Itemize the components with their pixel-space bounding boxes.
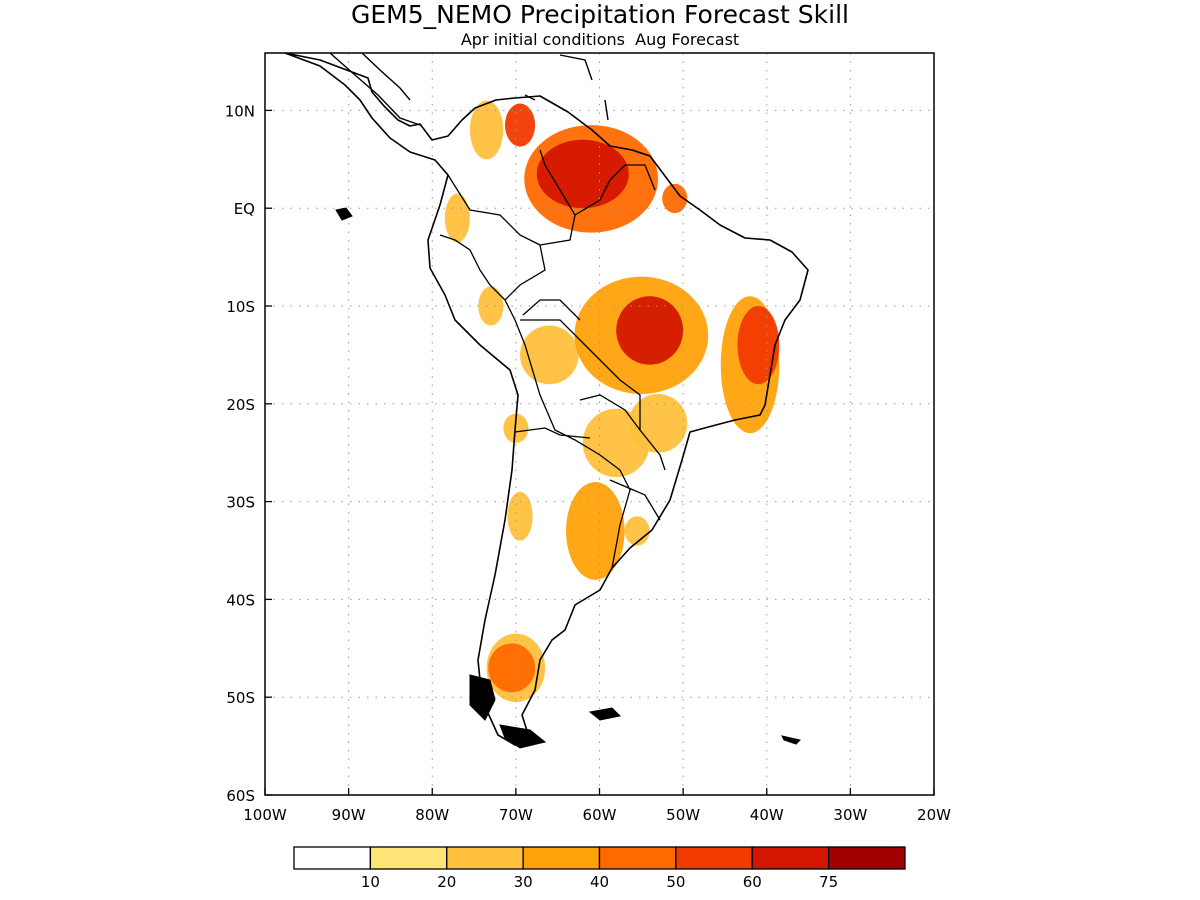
colorbar-label: 75 bbox=[819, 873, 838, 891]
colorbar-label: 20 bbox=[437, 873, 456, 891]
y-tick-label: EQ bbox=[234, 200, 255, 218]
country-borders bbox=[439, 149, 666, 569]
colorbar-swatch bbox=[598, 846, 677, 870]
y-tick-label: 10N bbox=[225, 102, 255, 120]
colorbar-swatch bbox=[446, 846, 524, 870]
colorbar-label: 30 bbox=[514, 873, 533, 891]
colorbar-swatch bbox=[751, 846, 830, 870]
y-axis-ticks: 10N EQ 10S 20S 30S 40S 50S 60S bbox=[225, 102, 272, 805]
tierra-del-fuego bbox=[499, 724, 547, 749]
x-tick-label: 50W bbox=[666, 806, 700, 824]
colorbar-label: 10 bbox=[361, 873, 380, 891]
skill-region-venezuela-coast bbox=[505, 103, 536, 147]
y-tick-label: 10S bbox=[226, 298, 255, 316]
x-axis-ticks: 100W 90W 80W 70W 60W 50W 40W 30W 20W bbox=[243, 788, 951, 824]
y-tick-label: 60S bbox=[226, 787, 255, 805]
skill-region-south-brazil bbox=[628, 394, 688, 453]
chile-fjords bbox=[469, 674, 496, 721]
colorbar-swatch bbox=[369, 846, 448, 870]
caribbean-islands bbox=[524, 54, 609, 121]
x-tick-label: 40W bbox=[750, 806, 784, 824]
skill-region-amapa bbox=[662, 183, 688, 214]
falkland-islands bbox=[588, 707, 622, 721]
y-tick-label: 30S bbox=[226, 494, 255, 512]
x-tick-label: 100W bbox=[243, 806, 287, 824]
x-tick-label: 20W bbox=[917, 806, 951, 824]
map-title: GEM5_NEMO Precipitation Forecast Skill bbox=[351, 0, 849, 29]
colorbar-swatch bbox=[522, 846, 601, 870]
skill-region-bahia bbox=[737, 306, 780, 385]
colorbar-label: 40 bbox=[590, 873, 609, 891]
y-tick-label: 50S bbox=[226, 689, 255, 707]
skill-region-argentina-center bbox=[566, 482, 625, 580]
south-america-coastline bbox=[284, 53, 809, 746]
galapagos bbox=[335, 207, 353, 221]
x-tick-label: 80W bbox=[415, 806, 449, 824]
y-tick-label: 20S bbox=[226, 396, 255, 414]
skill-region-peru-south bbox=[478, 286, 504, 326]
x-tick-label: 60W bbox=[583, 806, 617, 824]
map-gridlines bbox=[265, 53, 934, 795]
x-tick-label: 90W bbox=[332, 806, 366, 824]
skill-region-colombia bbox=[469, 100, 504, 160]
skill-region-ecuador bbox=[444, 193, 470, 243]
skill-region-amazon-north bbox=[536, 139, 629, 209]
skill-region-central-brazil bbox=[616, 296, 684, 365]
colorbar-swatch bbox=[827, 846, 906, 870]
y-tick-label: 40S bbox=[226, 591, 255, 609]
x-tick-label: 70W bbox=[499, 806, 533, 824]
central-america-coast bbox=[329, 53, 421, 126]
x-tick-label: 30W bbox=[833, 806, 867, 824]
colorbar-label: 50 bbox=[666, 873, 685, 891]
skill-region-uruguay bbox=[624, 516, 650, 546]
skill-region-bolivia bbox=[520, 325, 579, 385]
skill-region-patagonia bbox=[488, 643, 536, 693]
colorbar-swatch bbox=[675, 846, 753, 870]
colorbar: 10 20 30 40 50 60 75 bbox=[293, 846, 906, 891]
south-georgia bbox=[781, 735, 801, 745]
continent-outline bbox=[284, 53, 809, 749]
skill-shading-layer bbox=[444, 100, 780, 703]
colorbar-label: 60 bbox=[743, 873, 762, 891]
colorbar-swatch bbox=[293, 846, 372, 870]
skill-region-chile-central bbox=[507, 491, 533, 541]
map-subtitle: Apr initial conditions Aug Forecast bbox=[461, 30, 739, 49]
